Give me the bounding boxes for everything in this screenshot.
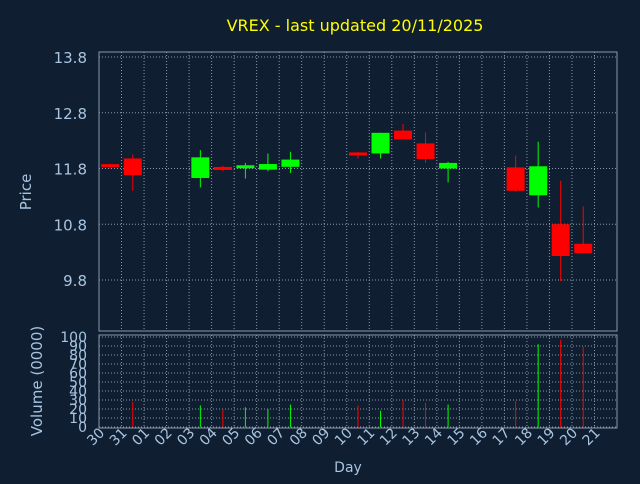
price-tick-label: 9.8 [63,272,87,290]
candle-body [371,132,390,154]
volume-tick-label: 40 [69,384,87,400]
candle-body [349,152,367,156]
volume-tick-label: 70 [69,357,87,373]
price-plot-frame [98,51,618,332]
candle-body [123,158,142,176]
volume-tick-label: 30 [69,393,87,409]
x-tick-label: 17 [490,425,514,449]
x-tick-label: 03 [174,425,198,449]
x-tick-label: 15 [445,425,469,449]
candle-04 [213,165,232,172]
price-panel: 9.8 10.8 11.8 12.8 13.8 [54,49,618,332]
volume-tick-label: 20 [69,402,87,418]
candle-07 [281,151,300,173]
x-tick-label: 13 [400,425,424,449]
x-tick-label: 19 [535,425,559,449]
candle-body [416,143,435,160]
x-tick-label: 11 [354,425,378,449]
x-tick-label: 18 [512,425,536,449]
candle-body [213,166,232,170]
candle-17 [506,155,525,192]
x-tick-label: 09 [309,425,333,449]
candle-12 [394,123,413,140]
candle-body [258,164,277,170]
candle-body [574,243,593,254]
candle-20 [574,206,593,254]
x-tick-label: 04 [197,425,221,449]
candle-10 [349,151,367,159]
x-axis: 3031010203040506070809101112131415161718… [84,425,603,449]
volume-tick-label: 0 [78,420,87,436]
x-tick-label: 21 [580,425,604,449]
x-tick-label: 31 [107,425,131,449]
candle-body [101,164,120,168]
x-tick-label: 01 [129,425,153,449]
candle-31 [123,154,142,191]
x-tick-label: 07 [264,425,288,449]
price-tick-label: 13.8 [54,49,87,67]
volume-axis-label: Volume (0000) [28,326,46,436]
chart-title: VREX - last updated 20/11/2025 [227,16,484,35]
price-tick-label: 12.8 [54,105,87,123]
volume-tick-label: 10 [69,411,87,427]
candle-30 [101,164,120,169]
x-tick-label: 30 [84,425,108,449]
x-tick-label: 10 [332,425,356,449]
price-axis-label: Price [17,174,35,211]
volume-tick-label: 50 [69,375,87,391]
candle-body [551,224,570,257]
candle-body [191,157,210,178]
x-tick-label: 12 [377,425,401,449]
x-axis-label: Day [334,460,362,476]
candle-body [506,167,525,191]
candle-body [394,130,413,140]
candle-body [281,159,300,167]
candle-14 [439,161,458,183]
candle-13 [416,132,435,163]
x-tick-label: 06 [242,425,266,449]
volume-tick-label: 60 [69,366,87,382]
volume-tick-label: 80 [69,348,87,364]
price-tick-label: 10.8 [54,216,87,234]
x-tick-label: 08 [287,425,311,449]
candle-11 [371,132,390,159]
x-tick-label: 05 [219,425,243,449]
x-tick-label: 14 [422,425,446,449]
candle-05 [236,162,255,179]
candle-body [236,165,255,169]
candle-18 [529,141,548,208]
price-tick-label: 11.8 [54,161,87,179]
candle-19 [551,180,570,282]
candle-03 [191,150,210,188]
volume-tick-label: 100 [60,330,87,346]
candle-body [529,166,548,196]
volume-tick-label: 90 [69,339,87,355]
candle-06 [258,153,277,172]
x-tick-label: 20 [557,425,581,449]
x-tick-label: 02 [152,425,176,449]
candle-body [439,162,458,169]
x-tick-label: 16 [467,425,491,449]
